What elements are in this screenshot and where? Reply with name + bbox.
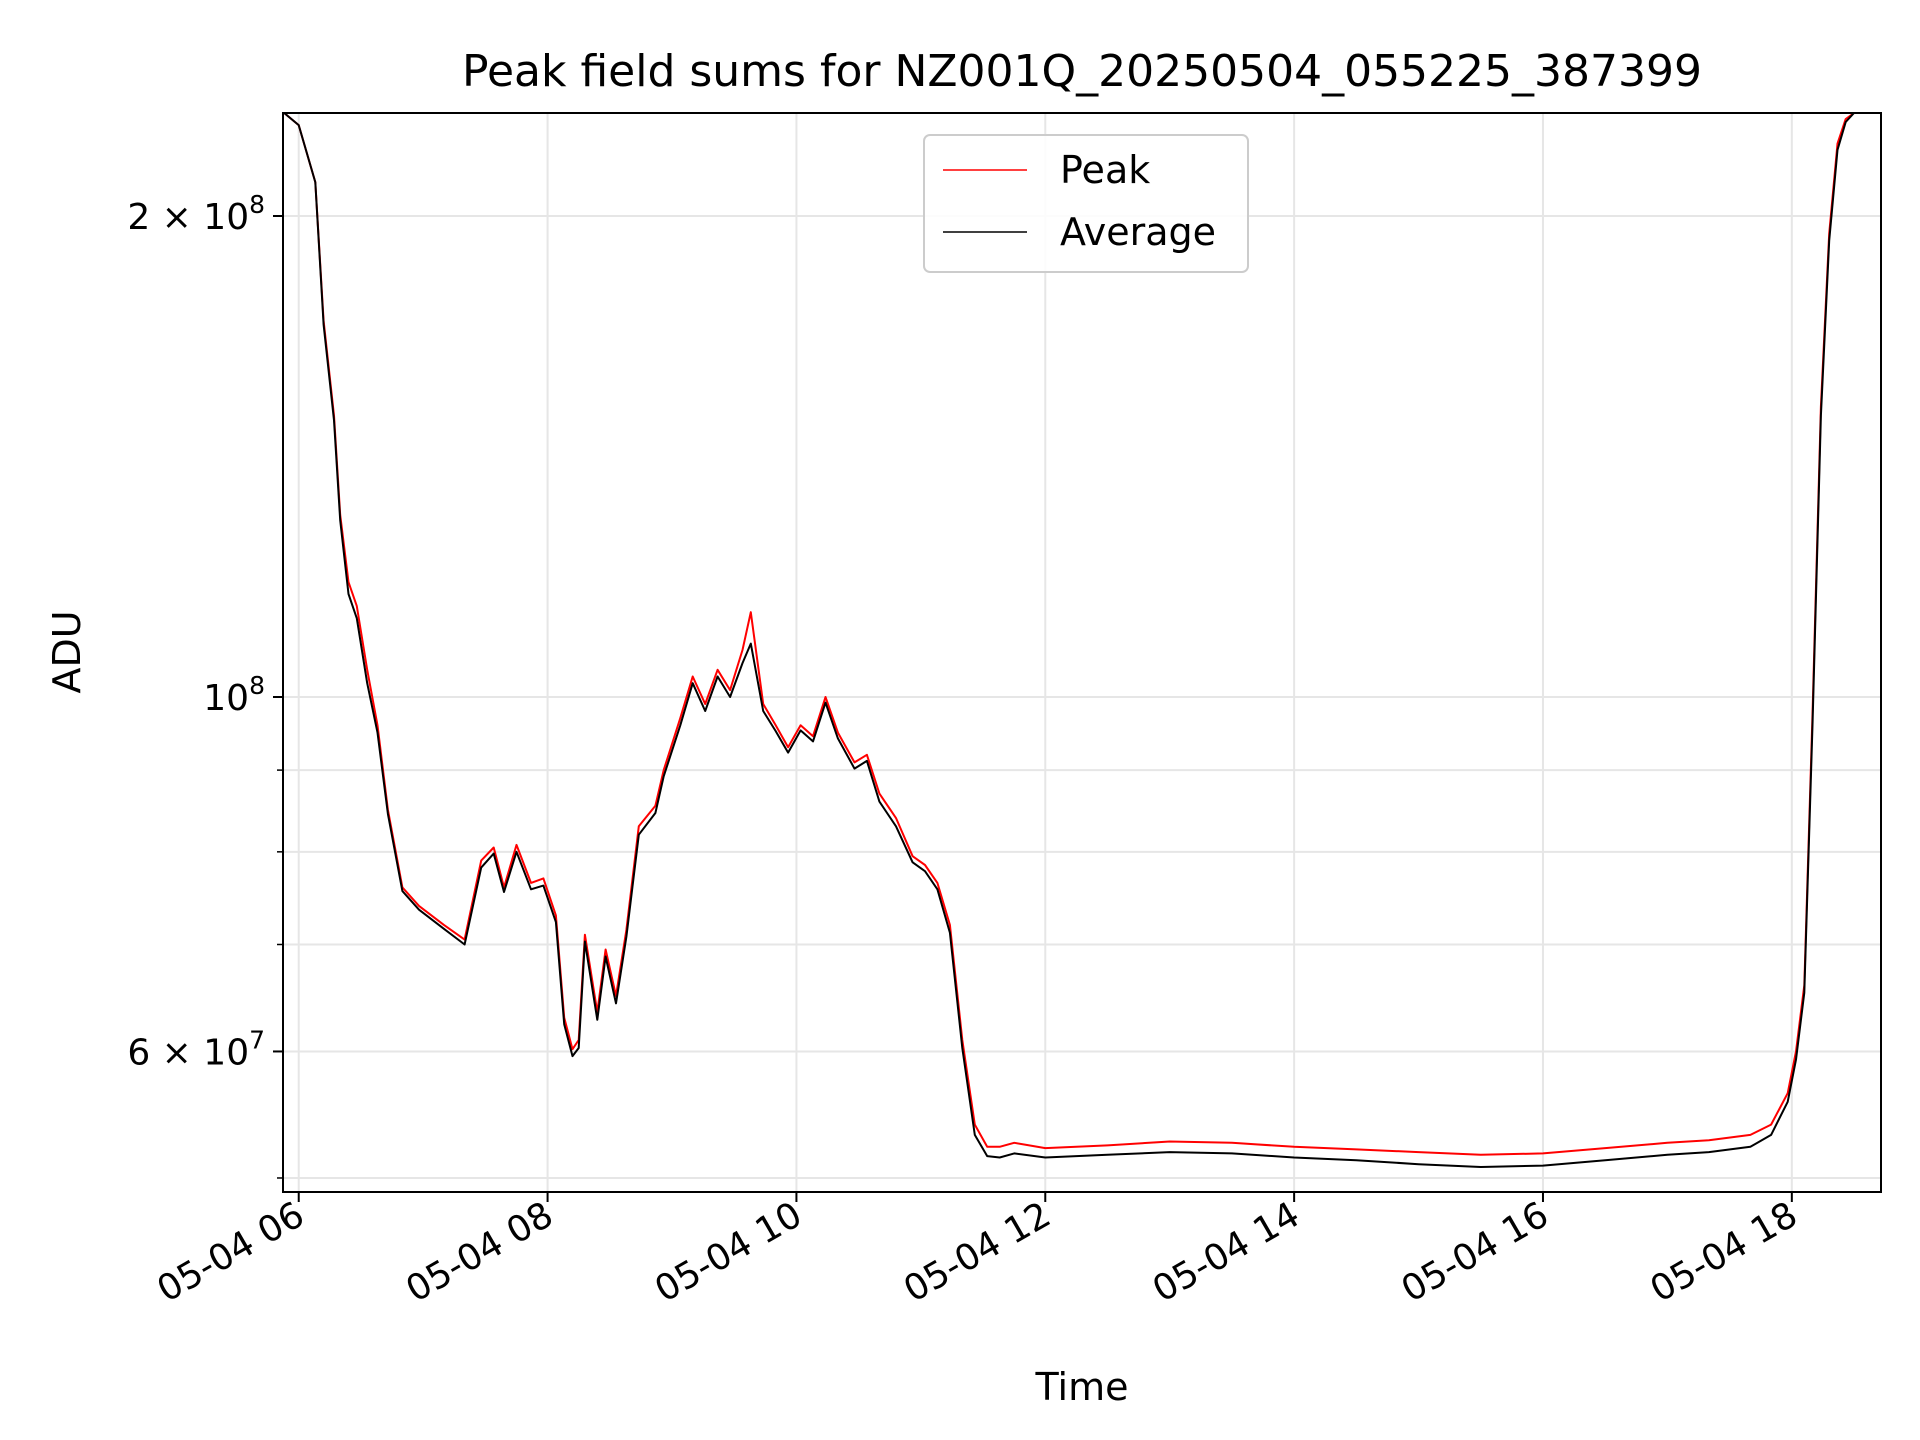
y-tick-label: 2 × 108 <box>127 190 265 238</box>
grid <box>283 113 1881 1192</box>
y-axis-title: ADU <box>45 610 89 693</box>
legend: Peak Average <box>923 134 1249 273</box>
series-line-peak <box>283 112 1863 1156</box>
chart-title: Peak field sums for NZ001Q_20250504_0552… <box>462 46 1702 97</box>
legend-label-average: Average <box>1060 210 1216 254</box>
series-lines <box>283 112 1863 1168</box>
x-axis-title: Time <box>1035 1365 1129 1409</box>
legend-label-peak: Peak <box>1060 148 1150 192</box>
series-line-average <box>283 112 1863 1168</box>
y-tick-label: 108 <box>203 671 265 719</box>
plot-frame <box>282 112 1882 1193</box>
y-tick-label: 6 × 107 <box>127 1025 265 1073</box>
